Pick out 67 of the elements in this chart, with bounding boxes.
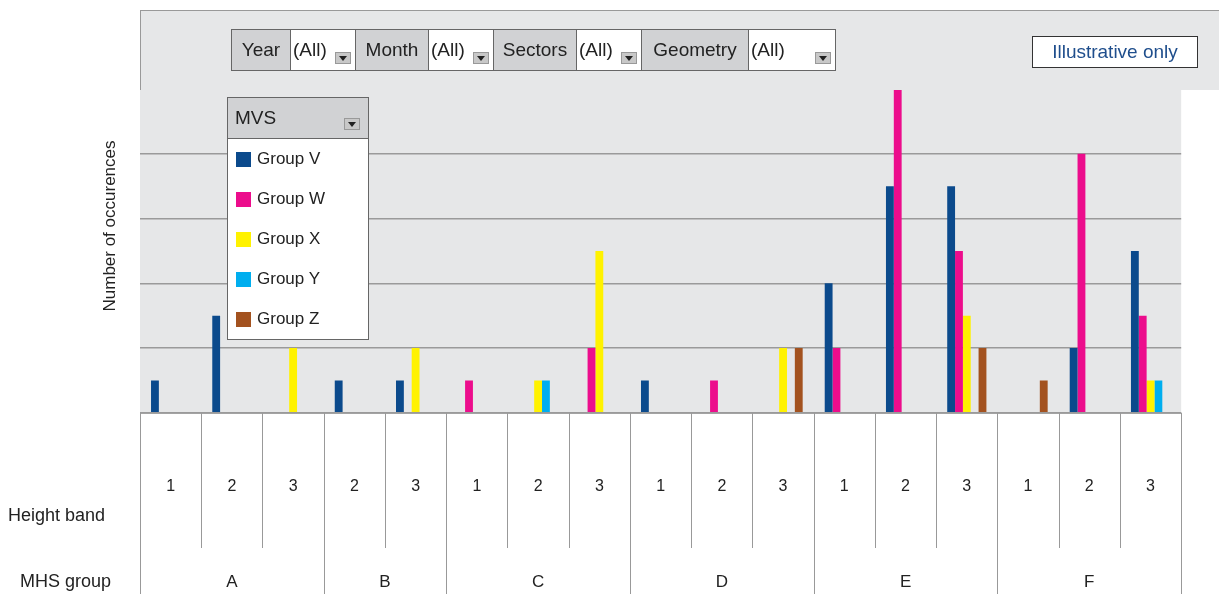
legend-label: Group V — [257, 149, 321, 169]
legend-label: Group W — [257, 189, 326, 209]
x-tick-label: 2 — [901, 476, 911, 494]
bar — [1146, 380, 1155, 413]
bar — [947, 186, 956, 413]
text: F — [1083, 572, 1096, 592]
x-tick-label: 2 — [227, 476, 237, 494]
bar — [893, 89, 902, 413]
bar — [334, 380, 343, 413]
x-tick-label: 2 — [349, 476, 359, 494]
bar — [1039, 380, 1048, 413]
bar — [885, 186, 894, 413]
x-tick-label: 3 — [411, 476, 421, 494]
text: A — [225, 572, 239, 592]
x-tick-label: 2 — [717, 476, 727, 494]
legend-header: MVS — [228, 98, 368, 139]
bar — [824, 283, 833, 413]
legend-label: Group X — [257, 229, 321, 249]
bar — [534, 380, 543, 413]
text: E — [898, 572, 913, 592]
x-tick-label: 2 — [533, 476, 543, 494]
bar — [1154, 380, 1163, 413]
x-tick-label: 3 — [778, 476, 788, 494]
text: (All) — [429, 30, 494, 70]
bar — [151, 380, 159, 413]
text: Month — [356, 30, 429, 70]
bar — [955, 250, 963, 413]
text: (All) — [749, 30, 835, 70]
bar — [1138, 315, 1147, 413]
text: Illustrative only — [1032, 36, 1198, 68]
bar — [396, 380, 404, 413]
y-axis-title: Number of occurences — [100, 140, 120, 312]
text: MHS group — [20, 571, 112, 592]
x-tick-label: 1 — [656, 476, 666, 494]
bar — [212, 315, 221, 413]
text: (All) — [577, 30, 642, 70]
bar — [542, 380, 550, 413]
bar — [465, 380, 473, 413]
bar — [289, 348, 298, 413]
bar — [411, 348, 420, 413]
x-axis-title: Height band — [8, 505, 106, 526]
text: D — [714, 572, 729, 592]
bar — [595, 250, 604, 413]
x-tick-label: 3 — [594, 476, 604, 494]
text: C — [530, 572, 546, 592]
text: Year — [232, 30, 291, 70]
bar — [794, 348, 803, 413]
legend-label: Group Y — [257, 269, 321, 289]
text: (All) — [291, 30, 356, 70]
text: Geometry — [642, 30, 749, 70]
text: B — [378, 572, 392, 592]
text: Sectors — [494, 30, 577, 70]
x-tick-label: 3 — [1146, 476, 1156, 494]
x-tick-label: 1 — [472, 476, 482, 494]
bar — [779, 348, 787, 413]
x-tick-label: 3 — [962, 476, 972, 494]
x-tick-label: 3 — [288, 476, 298, 494]
bar — [962, 315, 971, 413]
legend-label: Group Z — [257, 309, 320, 329]
x-tick-label: 1 — [1023, 476, 1033, 494]
x-tick-label: 1 — [166, 476, 176, 494]
x-tick-label: 2 — [1084, 476, 1094, 494]
bar — [640, 380, 649, 413]
bar — [1130, 250, 1139, 413]
bar — [1069, 348, 1078, 413]
bar — [710, 380, 718, 413]
x-tick-label: 1 — [839, 476, 849, 494]
